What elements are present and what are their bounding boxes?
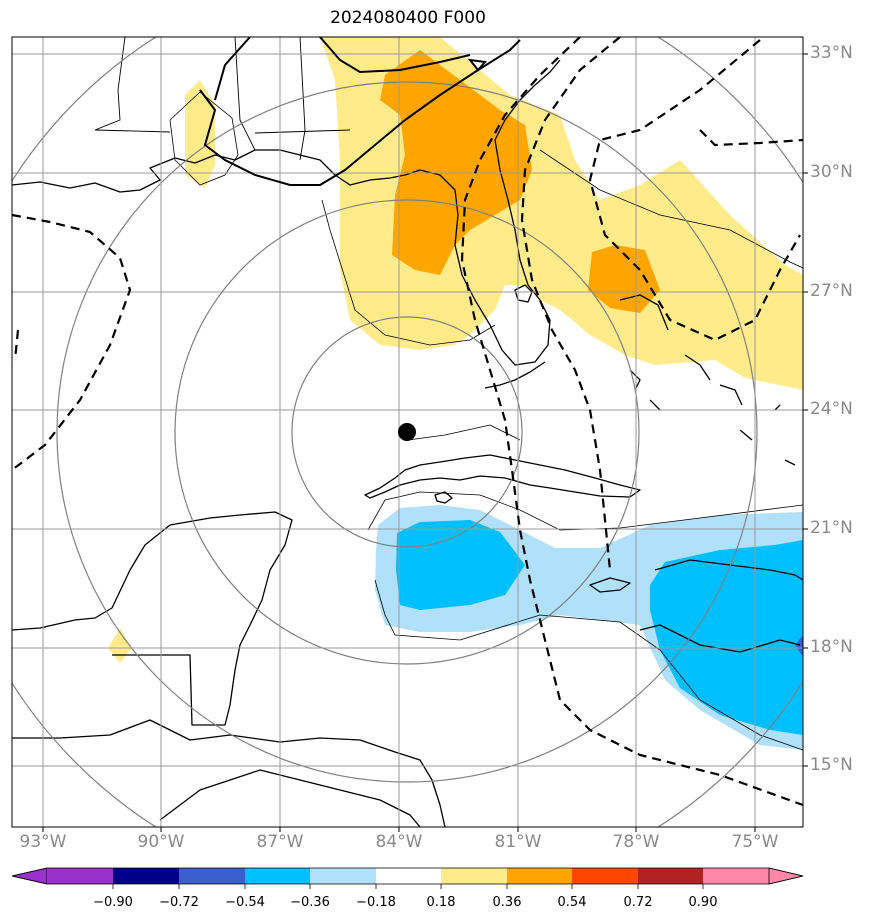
colorbar-extend-low [11, 867, 48, 885]
coastline-cuba [364, 454, 641, 499]
dashed-contour [12, 213, 132, 471]
range-ring-3 [56, 81, 758, 783]
gridlines [12, 37, 803, 827]
thin-contour [321, 199, 496, 346]
coastline-jamaica [589, 577, 631, 593]
lat-label-30n: 30°N [810, 162, 853, 182]
colorbar-segment [113, 868, 179, 884]
coastline-isle-of-youth [434, 491, 453, 504]
coastlines [12, 37, 803, 827]
negative-field-dark [795, 635, 803, 657]
lon-label-84w: 84°W [375, 832, 423, 852]
colorbar-segment [47, 868, 113, 884]
thin-contour [374, 579, 803, 751]
solid-contour [214, 37, 251, 101]
colorbar-tick-label: 0.54 [557, 895, 587, 910]
coastline-bahamas [619, 294, 796, 466]
dashed-contour [460, 37, 803, 807]
lat-label-21n: 21°N [810, 518, 853, 538]
lat-ticks [803, 53, 808, 767]
dashed-contour [520, 37, 621, 571]
range-ring-1 [291, 316, 523, 548]
solid-contours [199, 37, 521, 186]
negative-field-blue-east [650, 540, 803, 735]
colorbar-tick-label: −0.18 [356, 895, 396, 910]
dashed-contour [699, 129, 803, 147]
colorbar-segment [638, 868, 703, 884]
lat-label-27n: 27°N [810, 281, 853, 301]
lat-label-18n: 18°N [810, 637, 853, 657]
positive-field-light-yucatan [108, 628, 132, 663]
map-frame [11, 36, 804, 828]
colorbar-tick-label: 0.36 [492, 895, 522, 910]
colorbar-tick-label: −0.90 [93, 895, 133, 910]
state-border [94, 37, 351, 161]
coastline-mexico [12, 511, 293, 726]
lat-label-24n: 24°N [810, 399, 853, 419]
lat-label-15n: 15°N [810, 755, 853, 775]
solid-contour [199, 39, 521, 186]
shaded-fields [108, 37, 803, 750]
coastline-honduras [159, 769, 421, 827]
colorbar-segment [310, 868, 376, 884]
negative-field-blue-west [396, 520, 525, 610]
colorbar-ticks [112, 884, 704, 889]
colorbar-tick-label: −0.72 [159, 895, 199, 910]
colorbar-segment [245, 868, 310, 884]
lon-label-75w: 75°W [731, 832, 779, 852]
lon-label-81w: 81°W [494, 832, 542, 852]
colorbar-tick-label: −0.36 [290, 895, 330, 910]
storm-center-marker [398, 423, 416, 441]
solid-contour [319, 37, 471, 74]
thin-contour [407, 424, 521, 441]
dashed-contour [588, 39, 801, 342]
colorbar-tick-label: 0.18 [426, 895, 456, 910]
colorbar-tick-label: 0.72 [623, 895, 653, 910]
map-title: 2024080400 F000 [330, 8, 486, 28]
dashed-contour [13, 329, 20, 361]
lon-label-90w: 90°W [137, 832, 185, 852]
colorbar-tick-label: 0.90 [688, 895, 718, 910]
dashed-contours [12, 37, 803, 807]
colorbar-segment [376, 868, 441, 884]
colorbar-tick-label: −0.54 [225, 895, 265, 910]
coastline-central-america [12, 719, 446, 827]
lon-ticks [42, 827, 756, 832]
lon-label-93w: 93°W [19, 832, 67, 852]
colorbar [11, 867, 804, 889]
solid-contour [467, 58, 487, 72]
colorbar-segment [572, 868, 638, 884]
coastline-us-gulf [12, 59, 561, 366]
lat-label-33n: 33°N [810, 43, 853, 63]
colorbar-segment [703, 868, 769, 884]
range-ring-2 [174, 199, 640, 665]
thin-contour [539, 149, 803, 269]
colorbar-outline [11, 867, 804, 885]
lon-label-78w: 78°W [612, 832, 660, 852]
positive-field-light-west [185, 80, 215, 188]
colorbar-segment [507, 868, 572, 884]
range-rings [12, 37, 803, 827]
coastline-hispaniola [639, 559, 803, 653]
border-mexico-guatemala [112, 654, 225, 726]
positive-field-orange [380, 50, 532, 275]
thin-contours [169, 91, 803, 751]
map-area [12, 37, 803, 827]
colorbar-segment [441, 868, 507, 884]
thin-contour [367, 491, 803, 531]
lon-label-87w: 87°W [256, 832, 304, 852]
colorbar-extend-high [768, 867, 804, 885]
colorbar-segment [179, 868, 245, 884]
